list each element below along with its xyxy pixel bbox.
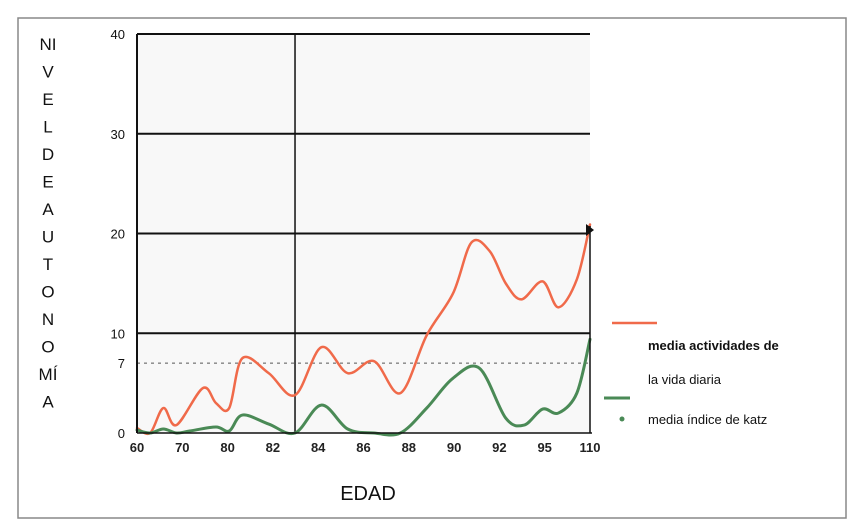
y-axis-label-letter: U <box>42 228 54 247</box>
legend-label-activities-line1: media actividades de <box>648 338 779 353</box>
y-axis-label-letter: N <box>42 310 54 329</box>
y-axis-label-letter: NI <box>40 35 57 54</box>
x-axis-label: EDAD <box>340 483 396 505</box>
y-axis-label-letter: O <box>41 283 54 302</box>
legend-label-katz: media índice de katz <box>648 412 767 427</box>
x-tick-label: 60 <box>130 440 144 455</box>
x-tick-label: 95 <box>537 440 551 455</box>
legend-marker-katz <box>620 417 625 422</box>
x-tick-label: 84 <box>311 440 326 455</box>
y-axis-label-letter: O <box>41 338 54 357</box>
x-tick-label: 70 <box>175 440 189 455</box>
y-tick-label: 40 <box>111 27 125 42</box>
x-tick-label: 86 <box>356 440 370 455</box>
y-axis-label-letter: A <box>42 393 54 412</box>
y-axis-label-letter: A <box>42 200 54 219</box>
y-axis-label-letter: T <box>43 255 53 274</box>
y-tick-label: 20 <box>111 227 125 242</box>
y-axis-label-letter: L <box>43 118 52 137</box>
y-axis-label-letter: E <box>42 173 53 192</box>
y-tick-label: 10 <box>111 326 125 341</box>
y-axis-label-letter: E <box>42 90 53 109</box>
x-tick-label: 110 <box>580 440 601 455</box>
y-tick-label: 7 <box>118 356 125 371</box>
x-tick-label: 80 <box>220 440 234 455</box>
y-axis-label-letter: D <box>42 145 54 164</box>
legend-label-activities-line2: la vida diaria <box>648 372 722 387</box>
x-tick-label: 82 <box>266 440 280 455</box>
y-axis-label-letter: V <box>42 63 54 82</box>
x-tick-label: 88 <box>402 440 416 455</box>
x-tick-label: 90 <box>447 440 461 455</box>
y-tick-label: 30 <box>111 127 125 142</box>
y-tick-label: 0 <box>118 426 125 441</box>
x-tick-label: 92 <box>492 440 506 455</box>
y-axis-label-letter: MÍ <box>39 365 58 384</box>
